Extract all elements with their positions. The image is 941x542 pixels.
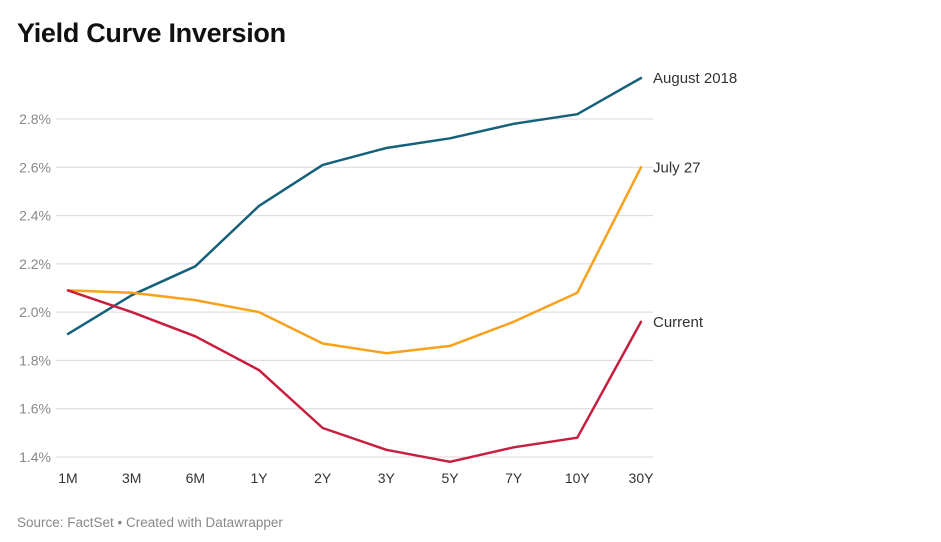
y-tick-label: 1.6%	[19, 401, 51, 417]
x-tick-label: 1Y	[250, 470, 268, 486]
x-tick-label: 7Y	[505, 470, 523, 486]
source-credit: Source: FactSet • Created with Datawrapp…	[17, 515, 283, 530]
series-lines	[66, 76, 643, 464]
series-line-july-27	[66, 166, 643, 355]
series-label-august-2018: August 2018	[653, 70, 737, 87]
series-label-july-27: July 27	[653, 159, 701, 176]
x-tick-label: 1M	[58, 470, 77, 486]
y-tick-label: 2.6%	[19, 159, 51, 175]
series-labels: August 2018 July 27 Current	[653, 70, 737, 331]
y-tick-label: 2.4%	[19, 208, 51, 224]
y-tick-label: 2.8%	[19, 111, 51, 127]
gridlines	[56, 118, 653, 458]
y-axis-ticks: 1.4% 1.6% 1.8% 2.0% 2.2% 2.4% 2.6% 2.8%	[19, 111, 51, 465]
y-tick-label: 1.4%	[19, 449, 51, 465]
chart-title: Yield Curve Inversion	[17, 18, 286, 48]
series-line-august-2018	[66, 76, 643, 336]
y-tick-label: 1.8%	[19, 352, 51, 368]
series-label-current: Current	[653, 314, 704, 331]
x-tick-label: 10Y	[565, 470, 591, 486]
y-tick-label: 2.2%	[19, 256, 51, 272]
x-tick-label: 5Y	[441, 470, 459, 486]
x-tick-label: 30Y	[629, 470, 655, 486]
y-tick-label: 2.0%	[19, 304, 51, 320]
series-line-current	[66, 289, 643, 464]
x-tick-label: 3Y	[378, 470, 396, 486]
x-axis-ticks: 1M 3M 6M 1Y 2Y 3Y 5Y 7Y 10Y 30Y	[58, 470, 654, 486]
x-tick-label: 2Y	[314, 470, 332, 486]
x-tick-label: 6M	[186, 470, 205, 486]
x-tick-label: 3M	[122, 470, 141, 486]
